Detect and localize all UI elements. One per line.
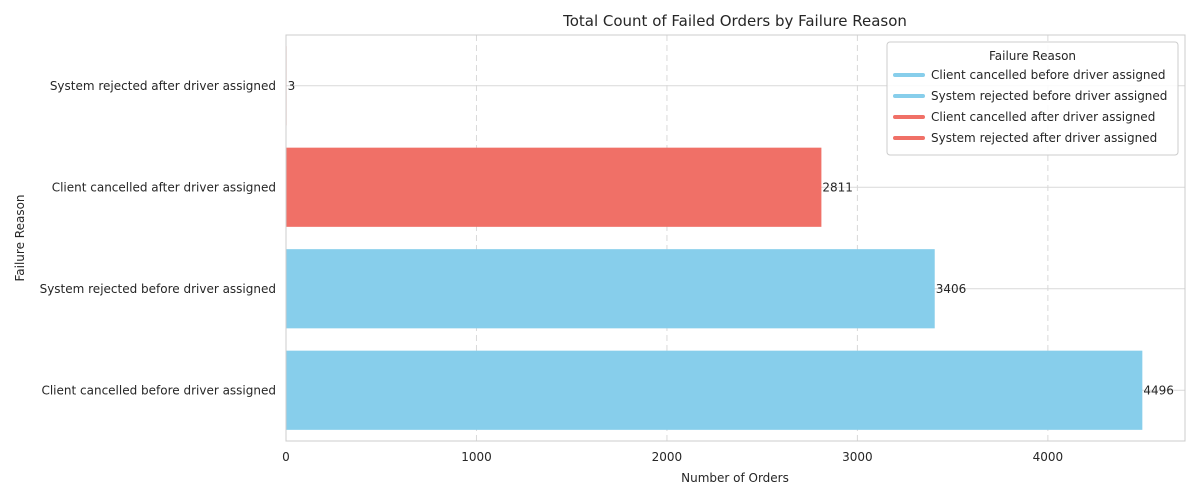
legend: Failure Reason Client cancelled before d… (886, 41, 1179, 156)
bar (286, 350, 1143, 430)
data-label: 3 (288, 79, 296, 93)
bars (286, 46, 1143, 430)
y-tick-label: System rejected before driver assigned (40, 282, 276, 296)
data-labels: 4496 3406 2811 3 (288, 79, 1174, 398)
x-tick-label: 2000 (652, 450, 683, 464)
x-tick-label: 4000 (1033, 450, 1064, 464)
y-tick-label: Client cancelled before driver assigned (41, 383, 276, 397)
bar (286, 147, 822, 227)
x-tick-label: 1000 (461, 450, 492, 464)
x-tick-label: 3000 (842, 450, 873, 464)
data-label: 4496 (1143, 383, 1174, 397)
y-axis-label: Failure Reason (13, 194, 27, 281)
legend-entry-label: System rejected before driver assigned (931, 89, 1167, 103)
data-label: 3406 (936, 282, 967, 296)
legend-entry-label: Client cancelled before driver assigned (931, 68, 1166, 82)
axis-ticks: 0 1000 2000 3000 4000 Client cancelled before… (40, 79, 1064, 464)
y-tick-label: System rejected after driver assigned (50, 79, 276, 93)
plot-frame (285, 34, 1186, 442)
legend-entry-label: Client cancelled after driver assigned (931, 110, 1155, 124)
data-label: 2811 (822, 180, 853, 194)
bar (286, 249, 935, 329)
legend-entry-label: System rejected after driver assigned (931, 131, 1157, 145)
x-tick-label: 0 (282, 450, 290, 464)
legend-title: Failure Reason (989, 49, 1076, 63)
y-tick-label: Client cancelled after driver assigned (52, 180, 276, 194)
chart-title: Total Count of Failed Orders by Failure … (562, 12, 907, 30)
legend-box (886, 41, 1179, 156)
x-axis-label: Number of Orders (681, 471, 789, 485)
